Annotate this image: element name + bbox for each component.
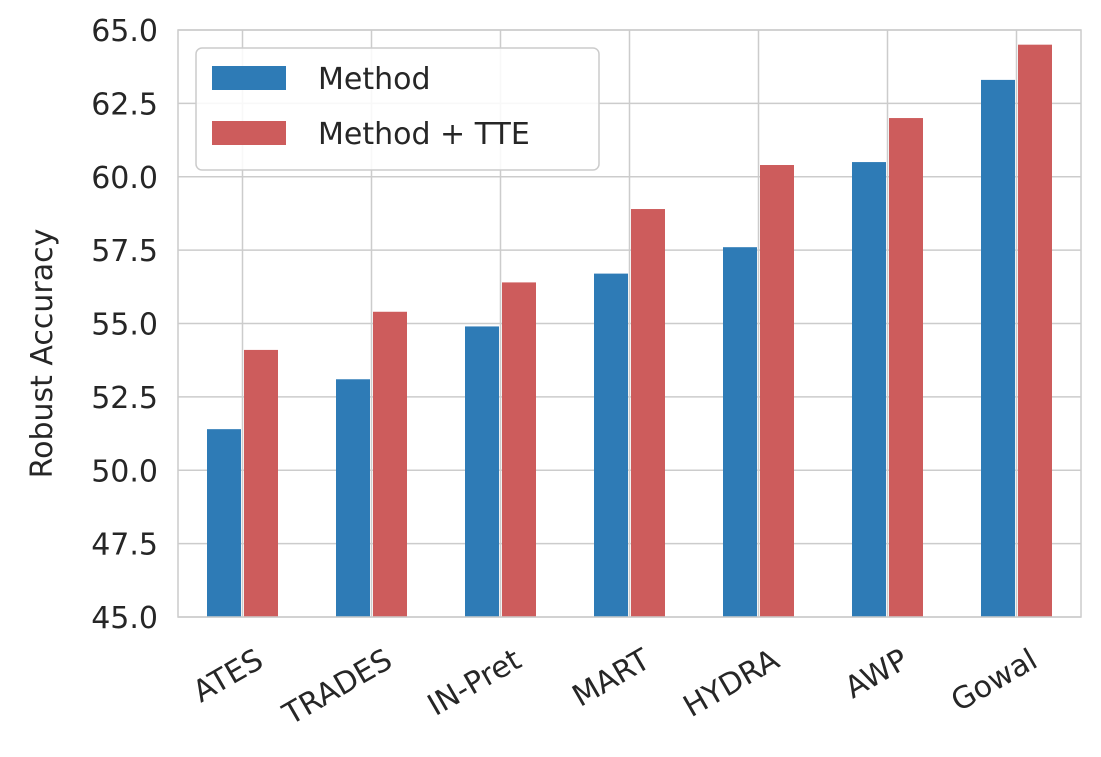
bar-hydra-method-tte — [760, 165, 794, 617]
bar-gowal-method — [981, 79, 1015, 617]
y-tick-label: 45.0 — [91, 601, 158, 636]
bar-in-pret-method-tte — [502, 282, 536, 617]
bar-awp-method — [852, 162, 886, 617]
bars — [207, 44, 1052, 618]
legend-swatch-method-tte — [212, 121, 286, 145]
y-tick-label: 65.0 — [91, 14, 158, 49]
bar-ates-method-tte — [244, 349, 278, 617]
bar-trades-method — [336, 379, 370, 617]
plot-frame — [177, 29, 1082, 618]
legend-swatch-method — [212, 66, 286, 90]
bar-gowal-method-tte — [1018, 44, 1052, 618]
y-tick-label: 52.5 — [91, 381, 158, 416]
legend-label-method-tte: Method + TTE — [318, 117, 530, 152]
bar-trades-method-tte — [373, 311, 407, 617]
y-tick-labels: 45.0 47.5 50.0 52.5 55.0 57.5 60.0 62.5 65.0 — [91, 14, 158, 636]
y-axis-title: Robust Accuracy — [25, 229, 60, 479]
y-tick-label: 55.0 — [91, 308, 158, 343]
y-tick-label: 50.0 — [91, 454, 158, 489]
y-tick-label: 62.5 — [91, 87, 158, 122]
bar-mart-method-tte — [631, 209, 665, 617]
y-tick-label: 47.5 — [91, 528, 158, 563]
bar-awp-method-tte — [889, 118, 923, 618]
bar-ates-method — [207, 429, 241, 617]
y-tick-label: 60.0 — [91, 161, 158, 196]
bar-hydra-method — [723, 247, 757, 617]
legend-label-method: Method — [318, 62, 431, 97]
bar-mart-method — [594, 273, 628, 617]
legend-box — [195, 47, 600, 171]
bar-in-pret-method — [465, 326, 499, 617]
y-tick-label: 57.5 — [91, 234, 158, 269]
legend: Method Method + TTE — [195, 47, 600, 171]
